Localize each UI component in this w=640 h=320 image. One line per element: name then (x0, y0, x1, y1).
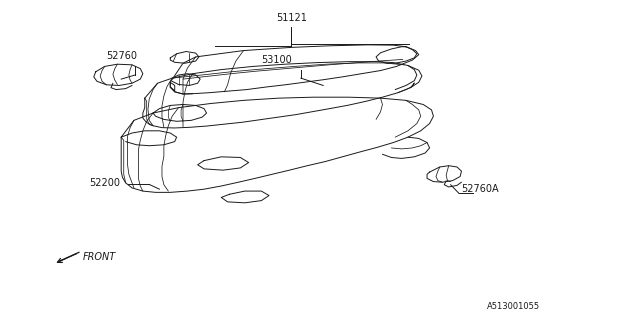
Text: 52760A: 52760A (461, 184, 499, 194)
Text: 51121: 51121 (276, 13, 307, 23)
Text: 52200: 52200 (90, 178, 120, 188)
Text: 53100: 53100 (261, 55, 292, 66)
Text: 52760: 52760 (106, 51, 138, 61)
Text: FRONT: FRONT (83, 252, 116, 262)
Text: A513001055: A513001055 (487, 302, 540, 311)
